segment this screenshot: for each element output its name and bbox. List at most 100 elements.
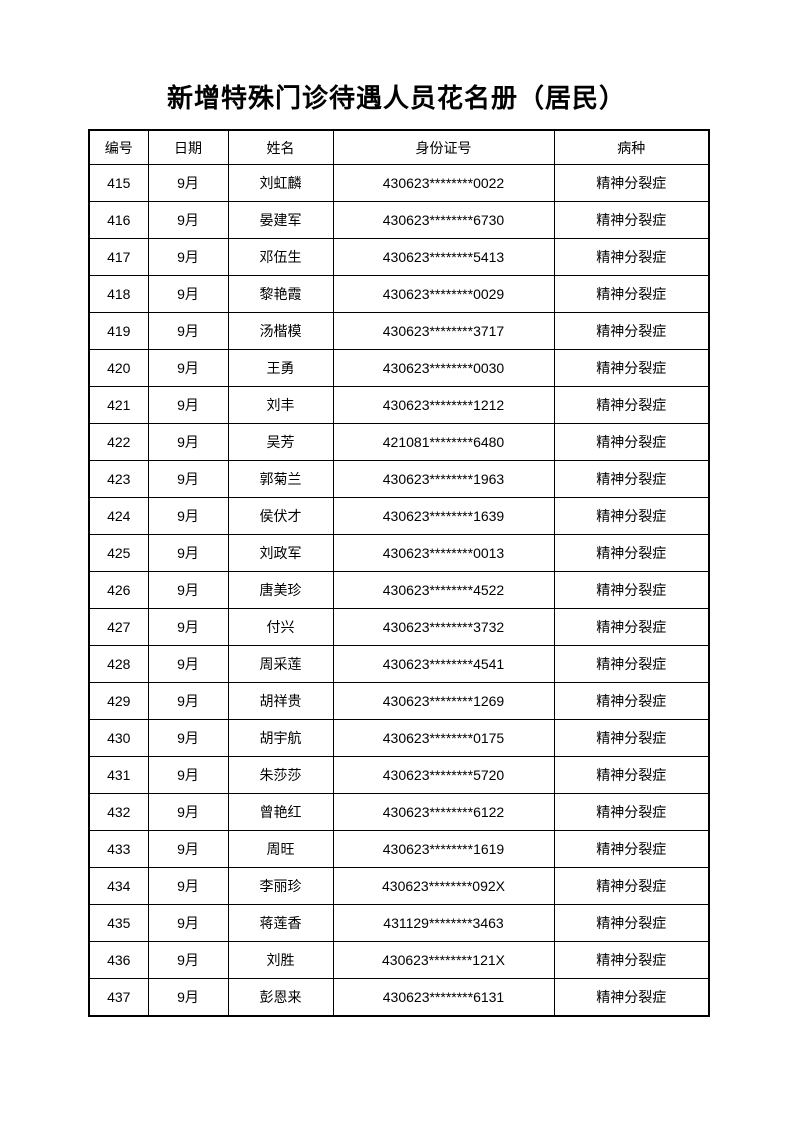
table-row: 415 9月 刘虹麟 430623********0022 精神分裂症 <box>88 164 710 202</box>
cell-number: 418 <box>88 275 149 313</box>
header-number: 编号 <box>88 129 149 165</box>
cell-name: 曾艳红 <box>227 793 334 831</box>
cell-disease: 精神分裂症 <box>553 312 710 350</box>
cell-disease: 精神分裂症 <box>553 423 710 461</box>
cell-name: 周旺 <box>227 830 334 868</box>
cell-number: 427 <box>88 608 149 646</box>
cell-id-number: 430623********1619 <box>332 830 555 868</box>
cell-id-number: 430623********6122 <box>332 793 555 831</box>
cell-id-number: 430623********0029 <box>332 275 555 313</box>
cell-number: 415 <box>88 164 149 202</box>
roster-table-header: 编号 日期 姓名 身份证号 病种 <box>88 129 710 165</box>
cell-disease: 精神分裂症 <box>553 497 710 535</box>
cell-name: 侯伏才 <box>227 497 334 535</box>
table-row: 433 9月 周旺 430623********1619 精神分裂症 <box>88 830 710 868</box>
cell-name: 邓伍生 <box>227 238 334 276</box>
cell-disease: 精神分裂症 <box>553 608 710 646</box>
table-row: 419 9月 汤楷模 430623********3717 精神分裂症 <box>88 312 710 350</box>
cell-name: 吴芳 <box>227 423 334 461</box>
cell-id-number: 430623********1269 <box>332 682 555 720</box>
table-row: 422 9月 吴芳 421081********6480 精神分裂症 <box>88 423 710 461</box>
table-row: 436 9月 刘胜 430623********121X 精神分裂症 <box>88 941 710 979</box>
cell-id-number: 430623********3717 <box>332 312 555 350</box>
cell-name: 黎艳霞 <box>227 275 334 313</box>
cell-disease: 精神分裂症 <box>553 460 710 498</box>
cell-number: 436 <box>88 941 149 979</box>
cell-id-number: 430623********5720 <box>332 756 555 794</box>
table-row: 416 9月 晏建军 430623********6730 精神分裂症 <box>88 201 710 239</box>
cell-number: 424 <box>88 497 149 535</box>
cell-date: 9月 <box>147 682 229 720</box>
table-row: 426 9月 唐美珍 430623********4522 精神分裂症 <box>88 571 710 609</box>
cell-name: 晏建军 <box>227 201 334 239</box>
cell-disease: 精神分裂症 <box>553 793 710 831</box>
page-title: 新增特殊门诊待遇人员花名册（居民） <box>166 84 626 113</box>
cell-date: 9月 <box>147 238 229 276</box>
cell-name: 付兴 <box>227 608 334 646</box>
table-row: 429 9月 胡祥贵 430623********1269 精神分裂症 <box>88 682 710 720</box>
cell-id-number: 421081********6480 <box>332 423 555 461</box>
header-row: 编号 日期 姓名 身份证号 病种 <box>88 129 710 165</box>
cell-number: 416 <box>88 201 149 239</box>
cell-disease: 精神分裂症 <box>553 386 710 424</box>
cell-date: 9月 <box>147 941 229 979</box>
cell-name: 朱莎莎 <box>227 756 334 794</box>
cell-date: 9月 <box>147 830 229 868</box>
cell-id-number: 430623********0030 <box>332 349 555 387</box>
cell-date: 9月 <box>147 312 229 350</box>
table-row: 430 9月 胡宇航 430623********0175 精神分裂症 <box>88 719 710 757</box>
cell-disease: 精神分裂症 <box>553 830 710 868</box>
cell-id-number: 430623********1963 <box>332 460 555 498</box>
cell-number: 421 <box>88 386 149 424</box>
header-name: 姓名 <box>227 129 334 165</box>
cell-disease: 精神分裂症 <box>553 756 710 794</box>
cell-number: 437 <box>88 978 149 1017</box>
cell-name: 刘丰 <box>227 386 334 424</box>
cell-disease: 精神分裂症 <box>553 645 710 683</box>
cell-id-number: 431129********3463 <box>332 904 555 942</box>
cell-name: 王勇 <box>227 349 334 387</box>
table-row: 425 9月 刘政军 430623********0013 精神分裂症 <box>88 534 710 572</box>
cell-number: 435 <box>88 904 149 942</box>
cell-name: 蒋莲香 <box>227 904 334 942</box>
cell-id-number: 430623********6730 <box>332 201 555 239</box>
cell-number: 426 <box>88 571 149 609</box>
cell-date: 9月 <box>147 275 229 313</box>
cell-date: 9月 <box>147 460 229 498</box>
cell-date: 9月 <box>147 164 229 202</box>
cell-date: 9月 <box>147 867 229 905</box>
table-row: 437 9月 彭恩来 430623********6131 精神分裂症 <box>88 978 710 1017</box>
cell-number: 431 <box>88 756 149 794</box>
cell-date: 9月 <box>147 608 229 646</box>
cell-date: 9月 <box>147 756 229 794</box>
table-row: 417 9月 邓伍生 430623********5413 精神分裂症 <box>88 238 710 276</box>
table-row: 434 9月 李丽珍 430623********092X 精神分裂症 <box>88 867 710 905</box>
cell-id-number: 430623********4522 <box>332 571 555 609</box>
cell-id-number: 430623********4541 <box>332 645 555 683</box>
cell-date: 9月 <box>147 386 229 424</box>
header-id-number: 身份证号 <box>332 129 555 165</box>
cell-disease: 精神分裂症 <box>553 719 710 757</box>
cell-number: 434 <box>88 867 149 905</box>
cell-number: 428 <box>88 645 149 683</box>
cell-date: 9月 <box>147 793 229 831</box>
cell-date: 9月 <box>147 201 229 239</box>
cell-number: 429 <box>88 682 149 720</box>
cell-id-number: 430623********1212 <box>332 386 555 424</box>
roster-table-body: 415 9月 刘虹麟 430623********0022 精神分裂症 416 9月 晏建军 4… <box>88 164 710 1017</box>
cell-id-number: 430623********1639 <box>332 497 555 535</box>
cell-id-number: 430623********0013 <box>332 534 555 572</box>
cell-number: 433 <box>88 830 149 868</box>
cell-name: 彭恩来 <box>227 978 334 1017</box>
cell-date: 9月 <box>147 423 229 461</box>
cell-name: 刘政军 <box>227 534 334 572</box>
cell-disease: 精神分裂症 <box>553 201 710 239</box>
header-disease: 病种 <box>553 129 710 165</box>
cell-number: 422 <box>88 423 149 461</box>
cell-date: 9月 <box>147 349 229 387</box>
roster-table: 编号 日期 姓名 身份证号 病种 415 9月 刘虹麟 430623********0… <box>88 129 710 1017</box>
cell-name: 胡宇航 <box>227 719 334 757</box>
table-row: 423 9月 郭菊兰 430623********1963 精神分裂症 <box>88 460 710 498</box>
cell-disease: 精神分裂症 <box>553 164 710 202</box>
